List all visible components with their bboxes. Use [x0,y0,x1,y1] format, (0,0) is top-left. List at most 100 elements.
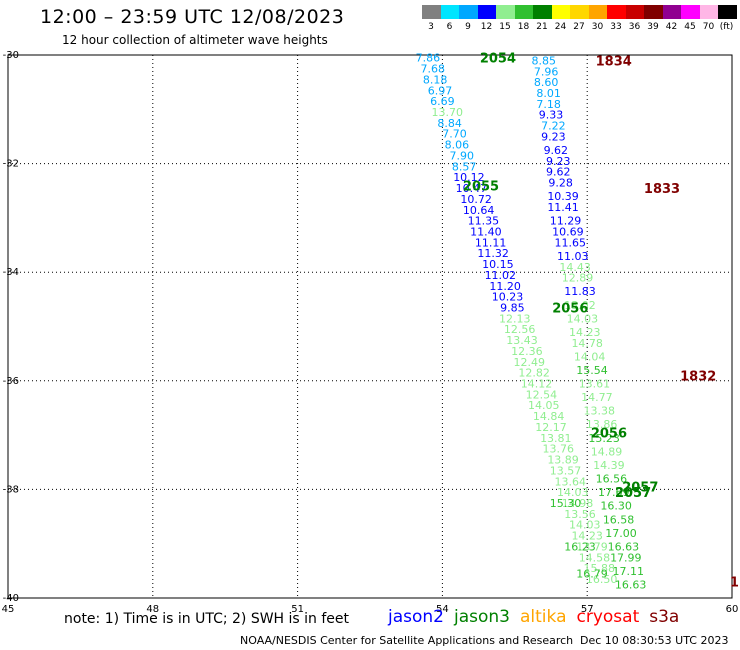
color-scale-unit: (ft) [719,22,734,32]
swh-value: 11.40 [470,225,502,238]
swh-value: 14.12 [521,378,553,391]
swh-value: 7.18 [536,98,561,111]
lat-tick-label: -30 [3,50,19,61]
legend-entry-jason2: jason2 [388,607,444,627]
color-scale-label: 15 [499,22,511,32]
swh-value: 11.29 [550,215,582,228]
swh-value: 14.23 [571,530,603,543]
swh-value: 13.64 [555,475,587,488]
track-number-label: 2055 [463,179,499,194]
swh-value: 15.54 [576,364,608,377]
color-swatch [459,5,478,19]
swh-value: 14.04 [574,350,606,363]
color-scale-label: 27 [573,22,585,32]
color-swatch [514,5,533,19]
swh-value: 10.12 [453,171,485,184]
chart-subtitle: 12 hour collection of altimeter wave hei… [62,33,328,47]
swh-value: 16.30 [600,500,632,513]
swh-value: 11.65 [555,236,587,249]
legend-entry-jason3: jason3 [454,607,510,627]
track-number-label: 2056 [591,426,627,441]
lon-tick-label: 54 [436,604,449,615]
swh-value: 13.79 [576,540,608,553]
track-number-label: 2056 [552,301,588,316]
swh-value: 16.56 [596,473,628,486]
color-scale-label: 9 [465,22,471,32]
color-swatch [422,5,441,19]
swh-value: 16.63 [615,578,647,591]
lon-tick-label: 48 [146,604,159,615]
color-swatch [625,5,644,19]
track-number-label: 2054 [480,52,516,67]
swh-value: 14.05 [528,399,560,412]
swh-value: 14.03 [567,312,599,325]
swh-value: 13.43 [506,334,538,347]
swh-value: 8.57 [452,160,477,173]
color-swatch [440,5,459,19]
swh-value: 13.76 [542,443,574,456]
swh-value: 16.63 [608,540,640,553]
swh-value: 17.11 [612,565,644,578]
lat-tick-label: -38 [3,484,19,495]
swh-value: 14.78 [571,337,603,350]
track-number-label: 1833 [644,182,680,197]
track-number-label: 2057 [622,481,658,496]
swh-value: 16.79 [576,568,608,581]
credit-text: NOAA/NESDIS Center for Satellite Applica… [240,634,574,647]
swh-value: 11.32 [477,247,509,260]
color-swatch [477,5,496,19]
swh-value: 8.85 [532,54,557,67]
swh-value: 13.70 [431,106,463,119]
swh-value: 7.90 [449,149,474,162]
legend-entry-s3a: s3a [649,607,680,627]
lat-tick-label: -32 [3,159,19,170]
color-scale-label: 3 [428,22,434,32]
swh-value: 9.62 [544,144,569,157]
swh-value: 10.64 [463,204,495,217]
color-scale-label: 36 [628,22,641,32]
color-scale-label: 70 [702,22,715,32]
color-scale-label: 39 [647,22,659,32]
legend-entry-altika: altika [520,607,567,627]
footnote: note: 1) Time is in UTC; 2) SWH is in fe… [64,611,350,627]
track-number-label: 1834 [596,54,632,69]
swh-value: 13.89 [547,454,579,467]
swh-value: 16.58 [603,513,635,526]
swh-value: 10.15 [482,258,514,271]
track-number-label: 1832 [680,369,716,384]
swh-value: 14.89 [591,445,623,458]
swh-value: 9.85 [500,301,525,314]
color-scale-label: 21 [536,22,548,32]
swh-value: 14.03 [569,519,601,532]
swh-value: 10.47 [456,182,488,195]
color-swatch [551,5,570,19]
swh-value: 11.41 [547,201,579,214]
swh-value: 15.23 [588,432,620,445]
swh-value: 15.88 [584,562,616,575]
swh-value: 7.68 [420,63,445,76]
color-swatch [588,5,607,19]
swh-value: 16.50 [586,573,618,586]
color-scale-label: 6 [446,22,453,32]
lon-tick-label: 57 [581,604,594,615]
swh-value: 9.28 [548,177,573,190]
swh-value: 11.02 [485,269,517,282]
swh-value: 17.00 [605,527,637,540]
lon-tick-label: 51 [291,604,304,615]
swh-value: 11.03 [557,250,589,263]
swh-value: 8.18 [423,73,448,86]
track-number-label: 1 [730,576,739,591]
swh-value: 17.69 [598,486,630,499]
chart-title: 12:00 – 23:59 UTC 12/08/2023 [40,6,345,28]
swh-value: 12.82 [518,367,550,380]
swh-value: 12.89 [562,272,594,285]
swh-value: 9.62 [546,166,571,179]
swh-value: 6.97 [428,84,453,97]
track-number-label: 2057 [615,486,651,501]
swh-value: 13.61 [579,378,611,391]
swh-value: 14.84 [533,410,565,423]
color-scale-label: 30 [591,22,604,32]
swh-value: 11.35 [468,215,500,228]
swh-value: 14.03 [557,486,589,499]
